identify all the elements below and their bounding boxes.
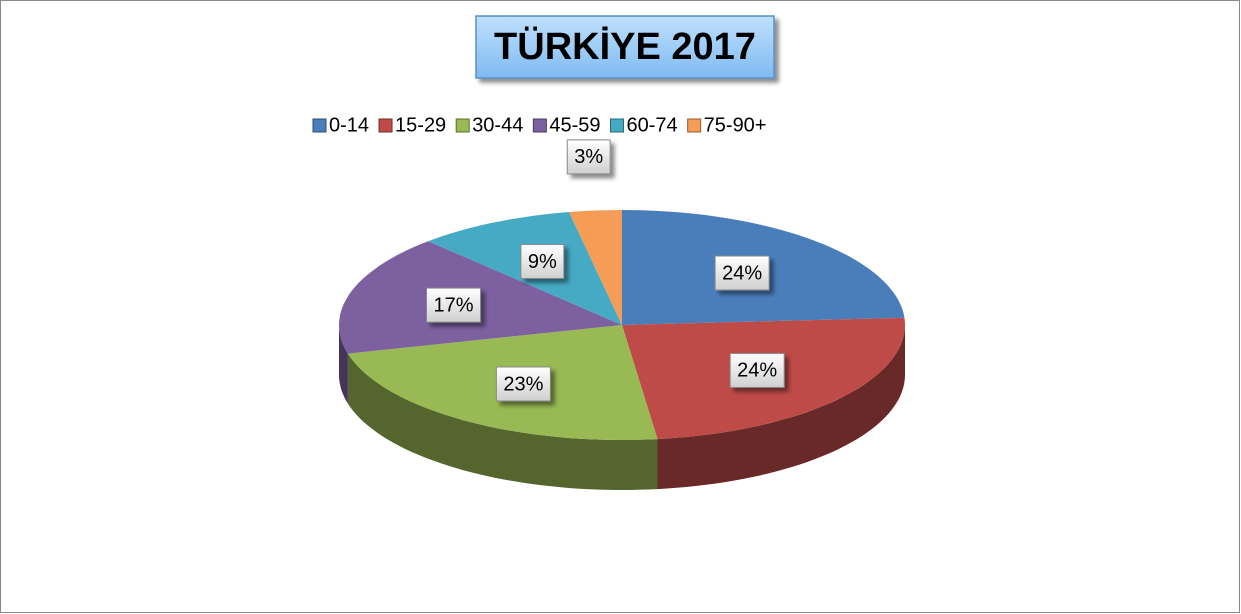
legend-label: 45-59 [549,114,600,136]
slice [569,210,622,325]
slice-side [657,325,905,490]
data-label: 17% [433,294,473,316]
slice-side [347,353,658,490]
legend-swatch [532,118,547,133]
legend-label: 30-44 [472,114,523,136]
data-label-box [425,287,482,323]
legend-swatch [610,118,624,133]
data-label-box [714,255,770,291]
data-label: 24% [737,360,777,382]
legend-swatch [455,118,470,133]
data-label: 23% [503,373,543,395]
legend-label: 60-74 [627,114,678,136]
title-box [475,15,775,79]
chart-title: TÜRKİYE 2017 [494,25,756,68]
data-label-box [566,139,611,175]
data-label-box [495,366,551,402]
legend-swatch [312,118,327,133]
data-label: 24% [722,262,762,284]
data-label-box [520,243,565,279]
slice-side [339,325,348,404]
legend-swatch [378,118,393,133]
legend-label: 15-29 [395,114,446,136]
legend-label: 0-14 [329,114,369,136]
data-label: 3% [574,146,603,168]
legend-swatch [687,118,702,133]
data-label: 9% [528,251,557,273]
data-label-box [729,352,785,388]
legend-label: 75-90+ [704,114,767,136]
